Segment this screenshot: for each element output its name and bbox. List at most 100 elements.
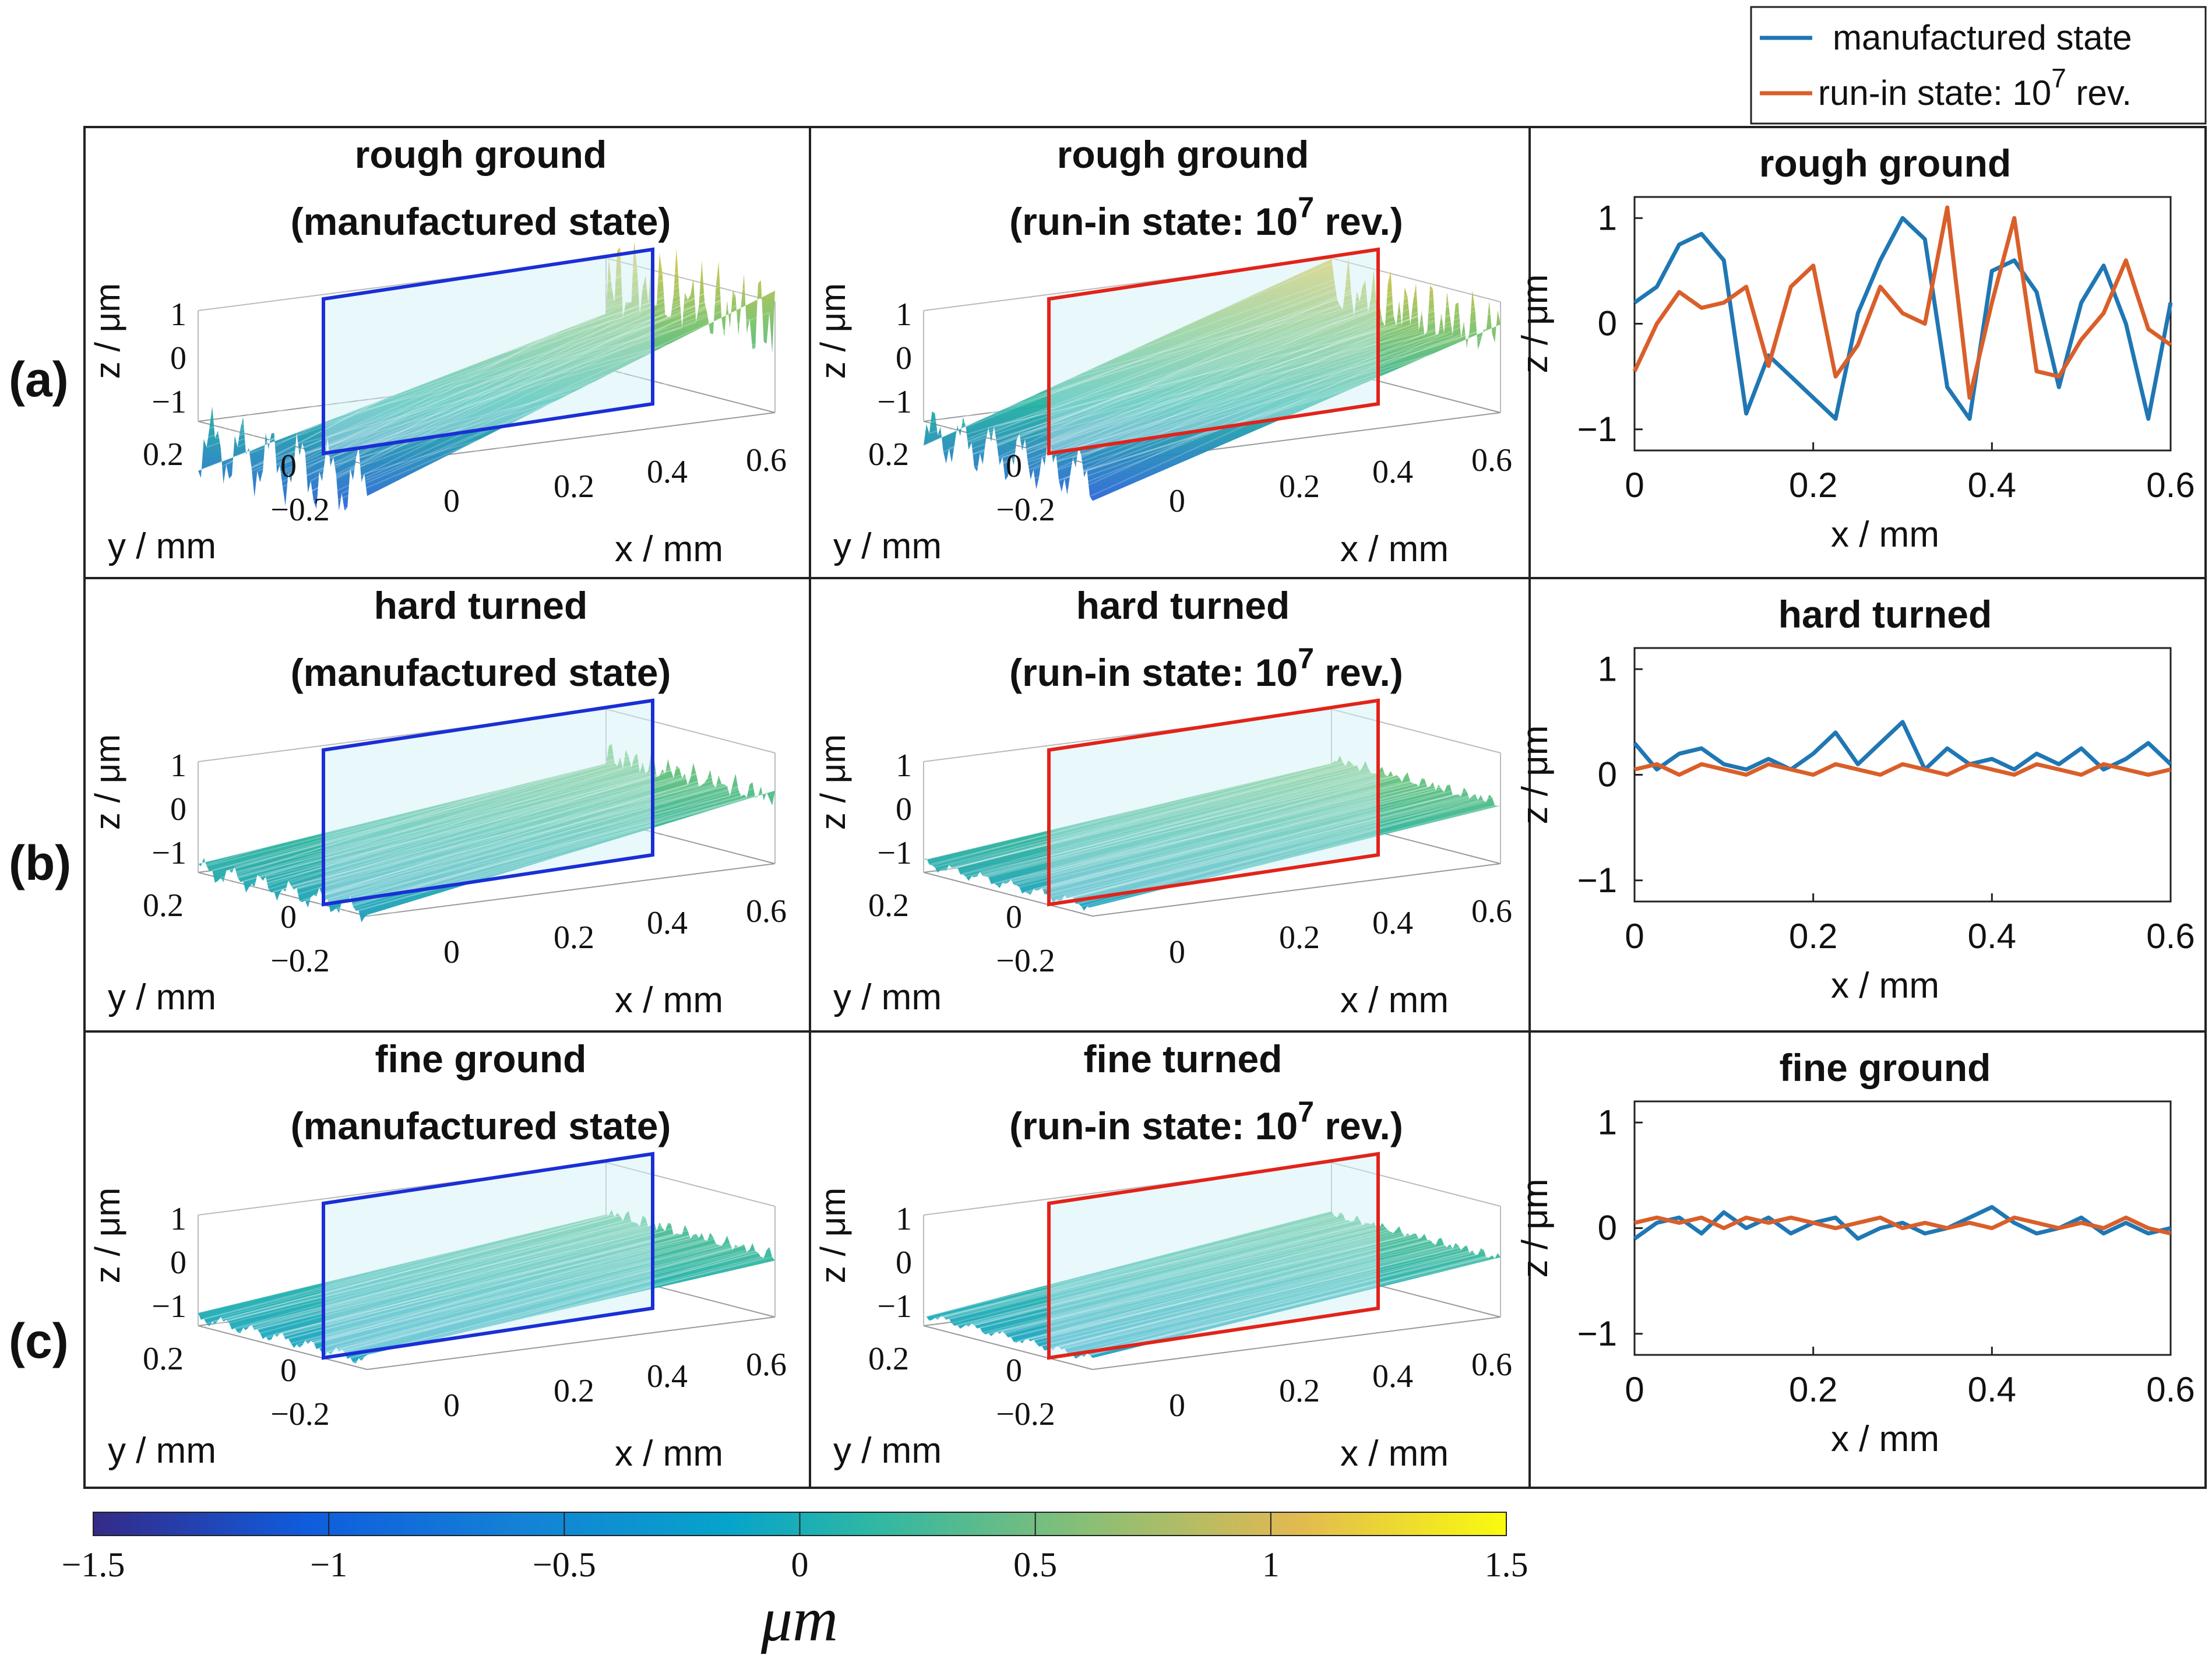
y-tick-label: −1 bbox=[1577, 861, 1617, 900]
x-tick-label: 0.4 bbox=[1968, 1370, 2016, 1409]
z-tick-label: 1 bbox=[896, 748, 912, 784]
x-tick-label: 0.4 bbox=[1372, 1358, 1413, 1395]
z-tick-label: 0 bbox=[896, 340, 912, 376]
z-tick-label: 1 bbox=[896, 297, 912, 333]
surface-mesh bbox=[198, 744, 775, 922]
x-tick-label: 0.6 bbox=[2146, 917, 2195, 956]
x-tick-label: 0.2 bbox=[1789, 1370, 1837, 1409]
section-plane bbox=[322, 1152, 654, 1360]
y-tick-label: 1 bbox=[1598, 649, 1617, 688]
x-tick-label: 0.2 bbox=[1789, 466, 1837, 505]
surface-subtitle: (run-in state: 107 rev.) bbox=[1009, 642, 1403, 694]
x-axis-label: x / mm bbox=[1831, 1419, 1939, 1459]
colorbar: −1.5 −1 −0.5 0 0.5 1 1.5 μm bbox=[62, 1512, 1528, 1654]
series-line-runin bbox=[1632, 205, 2172, 400]
y-tick-label: 0 bbox=[1006, 899, 1022, 935]
chart-title: hard turned bbox=[1778, 593, 1992, 636]
x-tick-label: 0.6 bbox=[2146, 466, 2195, 505]
legend-label-manufactured: manufactured state bbox=[1833, 18, 2132, 57]
x-tick-label: 0.6 bbox=[746, 893, 787, 929]
colorbar-label: μm bbox=[760, 1585, 838, 1654]
y-tick-label: 0 bbox=[280, 448, 297, 484]
colorbar-tick-label: 1.5 bbox=[1485, 1545, 1528, 1584]
x-tick-label: 0.2 bbox=[1279, 920, 1320, 956]
z-tick-label: 1 bbox=[170, 748, 186, 784]
surface-plots: rough ground (manufactured state) 1 0 −1 z / … bbox=[88, 133, 1512, 1474]
y-tick-label: 0.2 bbox=[868, 1341, 909, 1377]
x-tick-label: 0.4 bbox=[1968, 466, 2016, 505]
colorbar-tick-label: −0.5 bbox=[533, 1545, 596, 1584]
z-tick-label: 1 bbox=[170, 1201, 186, 1237]
legend-label-runin: run-in state: 107 rev. bbox=[1818, 63, 2132, 112]
z-axis-label: z / μm bbox=[88, 734, 127, 830]
x-axis-label: x / mm bbox=[1340, 980, 1449, 1020]
section-plane bbox=[1047, 1152, 1380, 1360]
x-tick-label: 0.4 bbox=[1372, 905, 1413, 941]
y-tick-label: −0.2 bbox=[270, 492, 330, 528]
surface-title: hard turned bbox=[1076, 584, 1290, 627]
colorbar-tick-label: 1 bbox=[1262, 1545, 1280, 1584]
z-axis-label: z / μm bbox=[88, 283, 127, 379]
x-tick-label: 0 bbox=[1625, 1370, 1644, 1409]
plot-area bbox=[1633, 196, 2172, 452]
x-tick-label: 0 bbox=[1625, 917, 1644, 956]
x-tick-label: 0.2 bbox=[1789, 917, 1837, 956]
panel-frames bbox=[83, 126, 2207, 1489]
y-tick-label: 0.2 bbox=[143, 436, 184, 473]
z-axis-label: z / μm bbox=[813, 1188, 853, 1284]
colorbar-tick-label: −1 bbox=[310, 1545, 347, 1584]
x-axis-label: x / mm bbox=[615, 980, 723, 1020]
x-tick-label: 0.2 bbox=[554, 1373, 594, 1409]
row-label-b: (b) bbox=[9, 836, 71, 890]
y-tick-label: −0.2 bbox=[270, 1396, 330, 1432]
y-axis-label: y / mm bbox=[108, 526, 216, 566]
z-tick-label: −1 bbox=[152, 835, 186, 871]
series-line-manufactured bbox=[1633, 1205, 2171, 1241]
z-axis-label: z / μm bbox=[813, 283, 853, 379]
z-tick-label: 0 bbox=[896, 1245, 912, 1281]
y-axis-label: y / mm bbox=[108, 1431, 216, 1471]
surface-title: hard turned bbox=[374, 584, 588, 627]
y-axis-label: y / mm bbox=[833, 977, 942, 1017]
z-tick-label: −1 bbox=[152, 384, 186, 420]
colorbar-tick-label: 0.5 bbox=[1013, 1545, 1057, 1584]
y-tick-label: 1 bbox=[1598, 198, 1617, 237]
surface-panel-4: hard turned (run-in state: 107 rev.) 1 0 −1 z… bbox=[813, 584, 1512, 1020]
y-axis-label: y / mm bbox=[108, 977, 216, 1017]
surface-panel-3: hard turned (manufactured state) 1 0 −1 z / μ… bbox=[88, 584, 787, 1020]
y-tick-label: −0.2 bbox=[996, 492, 1055, 528]
z-tick-label: 0 bbox=[170, 340, 186, 376]
z-tick-label: 1 bbox=[896, 1201, 912, 1237]
y-tick-label: 0 bbox=[1598, 304, 1617, 343]
x-tick-label: 0.6 bbox=[1471, 442, 1512, 478]
row-label-a: (a) bbox=[9, 352, 69, 407]
x-tick-label: 0.2 bbox=[1279, 469, 1320, 505]
y-tick-label: 0 bbox=[1598, 1209, 1617, 1248]
y-tick-label: 0.2 bbox=[143, 888, 184, 924]
chart-title: rough ground bbox=[1759, 142, 2012, 185]
z-axis-label: z / μm bbox=[88, 1188, 127, 1284]
z-tick-label: −1 bbox=[152, 1288, 186, 1325]
y-axis-label: z / μm bbox=[1515, 1178, 1555, 1277]
x-axis-label: x / mm bbox=[1340, 1434, 1449, 1474]
y-tick-label: 0 bbox=[1598, 755, 1617, 794]
surface-subtitle: (manufactured state) bbox=[291, 651, 671, 694]
y-tick-label: 1 bbox=[1598, 1103, 1617, 1142]
z-tick-label: 0 bbox=[170, 1245, 186, 1281]
surface-subtitle: (run-in state: 107 rev.) bbox=[1009, 191, 1403, 243]
x-axis-label: x / mm bbox=[1340, 529, 1449, 569]
surface-panel-6: fine turned (run-in state: 107 rev.) 1 0 −1 z… bbox=[813, 1037, 1512, 1474]
z-tick-label: −1 bbox=[877, 1288, 912, 1325]
x-tick-label: 0.6 bbox=[746, 442, 787, 478]
x-tick-label: 0.6 bbox=[2146, 1370, 2195, 1409]
z-tick-label: −1 bbox=[877, 835, 912, 871]
surface-mesh bbox=[198, 1210, 775, 1364]
colorbar-tick-label: −1.5 bbox=[62, 1545, 125, 1584]
x-tick-label: 0.6 bbox=[1471, 1347, 1512, 1383]
y-tick-label: 0 bbox=[280, 899, 297, 935]
series-line-runin bbox=[1634, 762, 2171, 777]
series-line-runin bbox=[1634, 1215, 2171, 1236]
surface-mesh bbox=[924, 755, 1501, 911]
